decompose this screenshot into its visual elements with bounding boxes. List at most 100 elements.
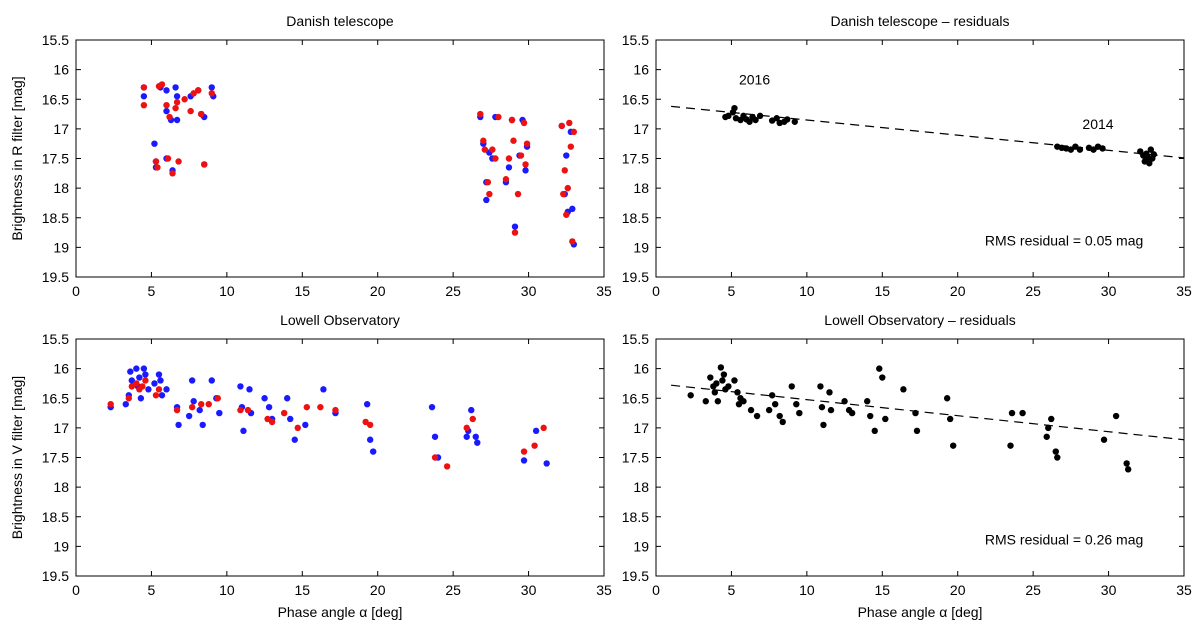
data-point [517,152,525,159]
data-point [1048,415,1055,423]
chart-panel-3: 0 5 10 15 20 25 30 35 15.5 16 16.5 17 17.5 18 18.5 19 19… [9,312,612,620]
data-point [175,421,182,429]
data-point [779,418,786,426]
data-point [214,395,222,402]
data-point [157,377,164,384]
data-point [303,403,311,411]
data-point [531,442,538,449]
data-point [431,433,439,440]
data-point [946,415,954,423]
data-point [1054,454,1061,461]
data-point [827,406,835,414]
data-point [725,112,732,120]
x-tick-label: 15 [874,582,890,598]
data-point [711,389,719,396]
data-point [142,371,149,378]
data-point [268,418,276,426]
data-point [1019,409,1026,417]
data-point [201,161,208,168]
data-point [505,164,513,171]
y-tick-label: 18 [53,479,69,495]
data-point [181,96,188,103]
y-tick-label: 16 [633,62,649,78]
data-point [820,421,827,429]
y-tick-label: 15.5 [622,32,649,48]
data-point [175,158,182,165]
data-point [240,427,247,435]
data-point [848,409,856,417]
x-tick-label: 25 [445,283,461,299]
y-tick-label: 16.5 [42,91,69,107]
data-point [1008,409,1016,417]
data-point [558,122,565,130]
data-point [543,460,550,467]
data-point [284,395,291,402]
data-point [140,84,148,91]
data-point [128,377,136,384]
data-series-1 [107,365,550,467]
data-point [140,365,148,372]
y-tick-label: 19 [633,538,649,554]
y-tick-label: 18.5 [622,509,649,525]
data-point [317,403,324,411]
data-point [154,164,161,171]
data-point [237,406,244,414]
data-point [483,196,490,204]
data-point [481,146,489,153]
data-point [163,101,170,109]
y-tick-label: 17 [53,121,69,137]
data-point [717,364,725,371]
data-point [320,386,327,393]
y-tick-label: 17 [53,420,69,436]
chart-title: Lowell Observatory – residuals [824,312,1015,328]
data-point [817,383,824,390]
data-point [489,146,496,153]
data-point [563,211,570,218]
x-tick-label: 20 [950,582,966,598]
chart-title: Lowell Observatory [280,312,400,328]
data-point [752,116,759,124]
annotation: 2014 [1082,116,1113,132]
y-tick-label: 19.5 [622,568,649,584]
data-point [532,427,540,435]
data-point [1146,160,1153,167]
data-point [879,374,886,381]
data-point [127,368,134,375]
data-point [523,140,531,147]
x-tick-label: 0 [72,283,80,299]
x-tick-label: 10 [799,582,815,598]
data-point [468,406,475,414]
data-point [332,406,339,414]
data-point [463,424,470,432]
data-point [152,392,160,399]
y-tick-label: 19.5 [42,568,69,584]
fit-line [671,384,1185,441]
chart-panel-2: 0 5 10 15 20 25 30 35 15.5 16 16.5 17 17.5 18 18.5 19 19… [622,13,1192,299]
x-tick-label: 30 [1101,582,1117,598]
y-tick-label: 18.5 [622,210,649,226]
x-tick-label: 10 [219,283,235,299]
data-point [719,377,726,384]
y-tick-label: 19.5 [622,269,649,285]
annotation: 2016 [739,71,770,87]
y-tick-label: 16.5 [622,390,649,406]
data-point [561,167,568,174]
data-point [511,223,519,230]
y-tick-label: 19 [53,239,69,255]
data-point [725,383,732,390]
data-point [261,395,268,402]
data-point [756,112,764,120]
y-axis-label: Brightness in V filter [mag] [9,376,25,539]
data-point [205,400,212,408]
data-point [776,412,783,420]
data-point [188,377,196,384]
x-tick-label: 5 [728,582,736,598]
x-tick-label: 35 [596,283,612,299]
y-tick-label: 15.5 [42,32,69,48]
annotation: RMS residual = 0.26 mag [985,532,1143,548]
data-point [216,409,223,417]
data-point [163,87,170,94]
data-point [158,392,166,399]
data-point [788,383,795,390]
